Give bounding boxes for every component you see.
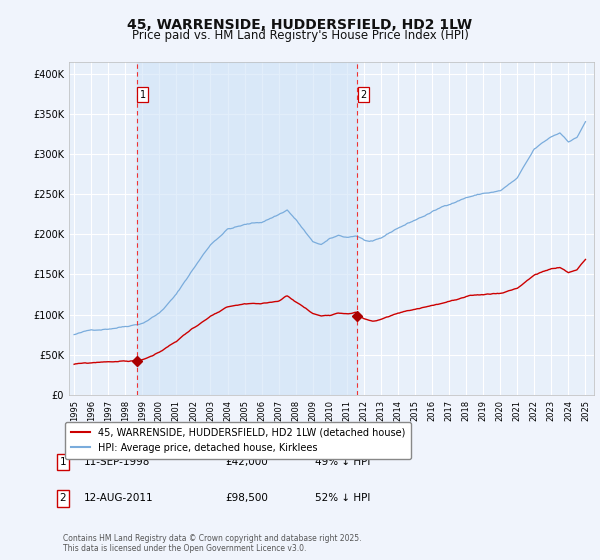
Text: 2: 2 [360, 90, 367, 100]
Text: 49% ↓ HPI: 49% ↓ HPI [315, 457, 370, 467]
Text: 52% ↓ HPI: 52% ↓ HPI [315, 493, 370, 503]
Text: 45, WARRENSIDE, HUDDERSFIELD, HD2 1LW: 45, WARRENSIDE, HUDDERSFIELD, HD2 1LW [127, 18, 473, 32]
Text: 11-SEP-1998: 11-SEP-1998 [84, 457, 151, 467]
Text: Contains HM Land Registry data © Crown copyright and database right 2025.
This d: Contains HM Land Registry data © Crown c… [63, 534, 361, 553]
Text: £98,500: £98,500 [225, 493, 268, 503]
Text: 1: 1 [140, 90, 146, 100]
Bar [137, 62, 358, 395]
Legend: 45, WARRENSIDE, HUDDERSFIELD, HD2 1LW (detached house), HPI: Average price, deta: 45, WARRENSIDE, HUDDERSFIELD, HD2 1LW (d… [65, 422, 411, 459]
Text: £42,000: £42,000 [225, 457, 268, 467]
Text: 2: 2 [59, 493, 67, 503]
Text: 1: 1 [59, 457, 67, 467]
Text: 12-AUG-2011: 12-AUG-2011 [84, 493, 154, 503]
Text: Price paid vs. HM Land Registry's House Price Index (HPI): Price paid vs. HM Land Registry's House … [131, 29, 469, 42]
